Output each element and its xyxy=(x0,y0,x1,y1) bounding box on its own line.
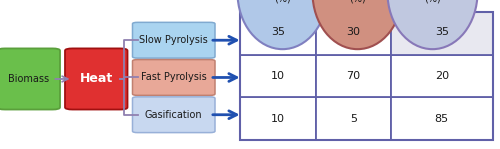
Text: Heat: Heat xyxy=(80,72,113,86)
Bar xyxy=(316,55,391,97)
Text: 20: 20 xyxy=(434,71,449,81)
Bar xyxy=(240,12,492,140)
Ellipse shape xyxy=(388,0,478,49)
Ellipse shape xyxy=(238,0,328,49)
Bar xyxy=(240,12,316,55)
Text: 85: 85 xyxy=(434,114,449,124)
FancyBboxPatch shape xyxy=(65,48,128,110)
Text: Gasification: Gasification xyxy=(145,110,203,120)
Bar xyxy=(240,97,316,140)
Text: Biomass: Biomass xyxy=(8,74,50,84)
Text: Slow Pyrolysis: Slow Pyrolysis xyxy=(140,35,208,45)
Bar xyxy=(391,97,492,140)
Bar xyxy=(316,12,391,55)
Text: Bio-char
(%): Bio-char (%) xyxy=(262,0,303,3)
FancyBboxPatch shape xyxy=(132,60,215,95)
FancyBboxPatch shape xyxy=(132,22,215,58)
Text: 70: 70 xyxy=(346,71,360,81)
Bar xyxy=(391,55,492,97)
Text: 35: 35 xyxy=(435,27,449,37)
Text: 10: 10 xyxy=(271,114,285,124)
Text: Bio-oil
(%): Bio-oil (%) xyxy=(342,0,373,3)
Text: 5: 5 xyxy=(350,114,357,124)
Ellipse shape xyxy=(312,0,402,49)
Bar xyxy=(391,12,492,55)
FancyBboxPatch shape xyxy=(132,97,215,133)
Bar xyxy=(240,55,316,97)
Bar xyxy=(316,97,391,140)
Text: 10: 10 xyxy=(271,71,285,81)
Text: 30: 30 xyxy=(346,27,360,37)
Text: 35: 35 xyxy=(271,27,285,37)
FancyBboxPatch shape xyxy=(0,48,60,110)
Text: Fast Pyrolysis: Fast Pyrolysis xyxy=(141,72,206,83)
Text: Biogas
(%): Biogas (%) xyxy=(416,0,449,3)
